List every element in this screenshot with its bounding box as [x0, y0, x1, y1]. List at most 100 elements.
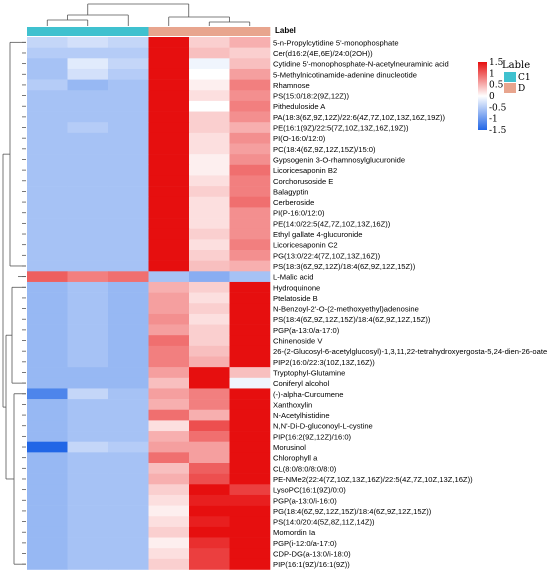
heatmap-cell: [27, 143, 68, 155]
heatmap-cell: [67, 143, 109, 155]
heatmap-cell: [229, 526, 271, 538]
heatmap-cell: [148, 409, 190, 421]
heatmap-cell: [229, 271, 271, 283]
heatmap-cell: [229, 484, 271, 496]
heatmap-cell: [189, 79, 230, 91]
row-label: Coniferyl alcohol: [273, 379, 329, 388]
heatmap-cell: [67, 313, 109, 325]
row-label: PI(O-16:0/12:0): [273, 134, 326, 143]
colorbar-tick-label: 0: [489, 92, 495, 102]
heatmap-cell: [189, 494, 230, 506]
heatmap-cell: [148, 79, 190, 91]
row-label: Rhamnose: [273, 81, 310, 90]
heatmap-cell: [27, 68, 68, 80]
column-dendrogram: [46, 3, 251, 26]
heatmap-cell: [148, 47, 190, 59]
heatmap-cell: [27, 409, 68, 421]
heatmap-cell: [148, 356, 190, 368]
heatmap-cell: [67, 122, 109, 134]
colorbar-tick-label: 1: [489, 69, 495, 79]
heatmap-cell: [148, 335, 190, 347]
heatmap-cell: [148, 58, 190, 70]
heatmap-cell: [189, 58, 230, 70]
heatmap-cell: [229, 548, 271, 560]
legend-title: Lable: [502, 60, 530, 71]
heatmap-cell: [27, 548, 68, 560]
heatmap-cell: [108, 228, 149, 240]
heatmap-cell: [27, 431, 68, 442]
heatmap-cell: [148, 239, 190, 251]
heatmap-cell: [108, 58, 149, 70]
heatmap-cell: [67, 388, 109, 400]
heatmap-cell: [148, 367, 190, 379]
heatmap-cell: [27, 537, 68, 549]
heatmap-cell: [27, 196, 68, 208]
heatmap-cell: [229, 47, 271, 59]
heatmap-cell: [67, 537, 109, 549]
heatmap-cell: [67, 335, 109, 347]
heatmap-cell: [27, 228, 68, 240]
heatmap-cell: [148, 399, 190, 411]
group-annotation-bar: [27, 27, 271, 36]
heatmap-cell: [148, 558, 190, 570]
heatmap-cell: [189, 239, 230, 251]
heatmap-cell: [108, 111, 149, 123]
heatmap-cell: [148, 516, 190, 528]
heatmap-cell: [189, 281, 230, 293]
heatmap-cell: [229, 409, 271, 421]
heatmap-cell: [108, 100, 149, 112]
heatmap-cell: [148, 324, 190, 336]
heatmap-cell: [148, 303, 190, 315]
heatmap-cell: [189, 484, 230, 496]
heatmap-cell: [189, 100, 230, 112]
heatmap-cell: [189, 324, 230, 336]
heatmap-cell: [27, 37, 68, 48]
row-label: Momordin Ia: [273, 528, 316, 537]
heatmap-cell: [148, 494, 190, 506]
heatmap-cell: [229, 143, 271, 155]
row-label: 5-Methylnicotinamide-adenine dinucleotid…: [273, 70, 417, 79]
heatmap-cell: [27, 516, 68, 528]
colorbar-tick-label: 0.5: [489, 81, 504, 91]
heatmap-cell: [189, 47, 230, 59]
legend-swatch: [504, 72, 516, 82]
heatmap-cell: [148, 122, 190, 134]
row-label: PS(18:4(6Z,9Z,12Z,15Z)/18:4(6Z,9Z,12Z,15…: [273, 315, 431, 324]
heatmap-cell: [189, 207, 230, 219]
row-label: Hydroquinone: [273, 283, 320, 292]
heatmap-cell: [27, 186, 68, 198]
heatmap-cell: [27, 100, 68, 112]
heatmap-cell: [27, 494, 68, 506]
heatmap-cell: [67, 356, 109, 368]
heatmap-cell: [229, 186, 271, 198]
heatmap-cell: [148, 345, 190, 357]
heatmap-cell: [67, 68, 109, 80]
row-label: (-)-alpha-Curcumene: [273, 390, 343, 399]
heatmap-cell: [27, 218, 68, 229]
heatmap-cell: [27, 154, 68, 166]
heatmap-cell: [67, 239, 109, 251]
heatmap-cell: [67, 345, 109, 357]
heatmap-cell: [229, 90, 271, 102]
heatmap-cell: [108, 143, 149, 155]
heatmap-cell: [229, 250, 271, 261]
heatmap-cell: [108, 516, 149, 528]
heatmap-cell: [108, 186, 149, 198]
heatmap-cell: [108, 37, 149, 48]
heatmap-cell: [108, 292, 149, 304]
heatmap-cell: [27, 558, 68, 570]
heatmap-cell: [148, 132, 190, 144]
heatmap-cell: [27, 79, 68, 91]
heatmap-cell: [229, 505, 271, 517]
heatmap-cell: [189, 399, 230, 411]
heatmap-cell: [27, 463, 68, 474]
heatmap-cell: [148, 68, 190, 80]
heatmap-cell: [229, 132, 271, 144]
row-label: Balagyptin: [273, 187, 308, 196]
heatmap-cell: [108, 526, 149, 538]
heatmap-cell: [67, 37, 109, 48]
heatmap-cell: [27, 399, 68, 411]
heatmap-cell: [67, 154, 109, 166]
heatmap-cell: [189, 122, 230, 134]
